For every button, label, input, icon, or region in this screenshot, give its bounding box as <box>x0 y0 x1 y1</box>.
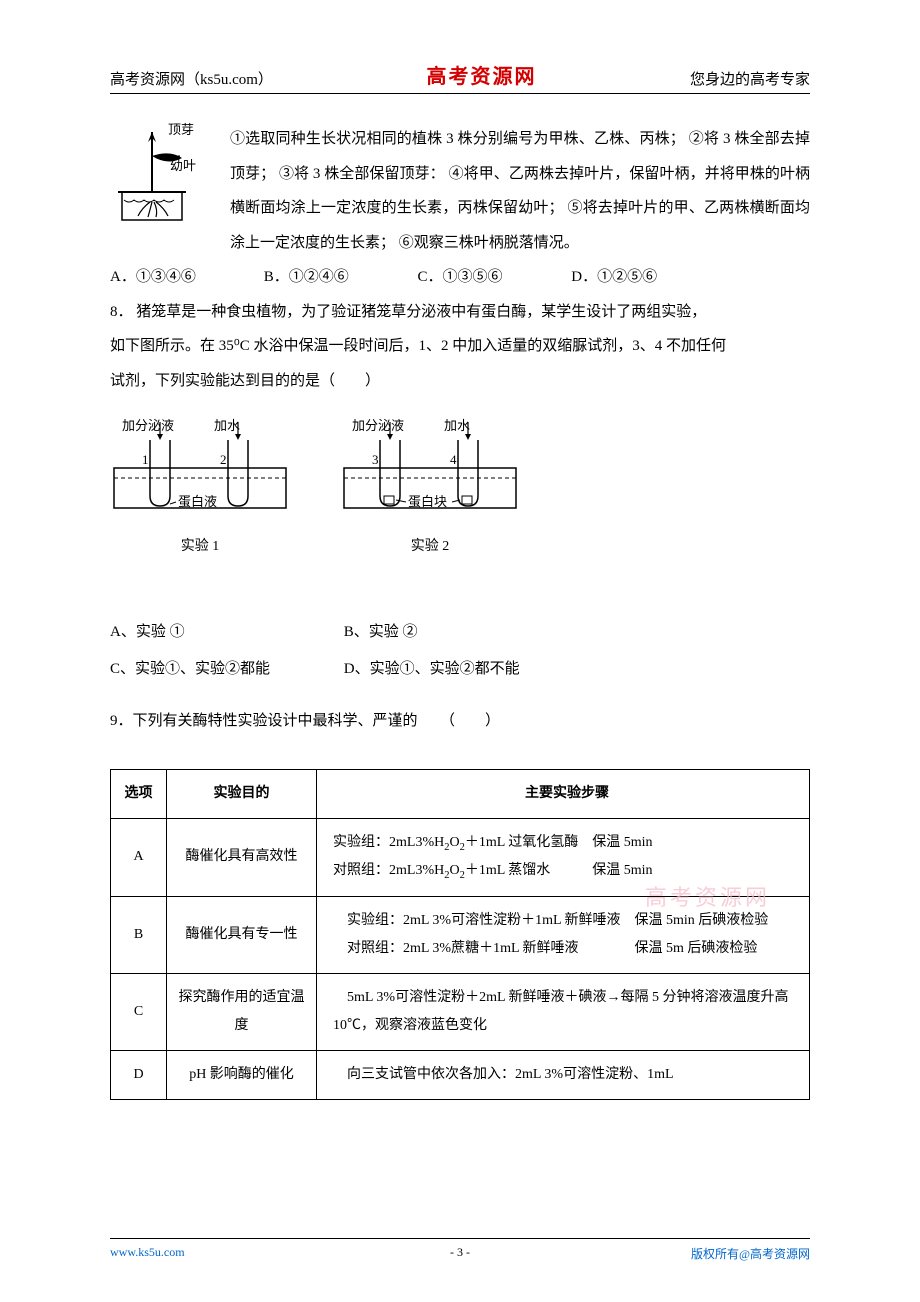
th-steps: 主要实验步骤 <box>317 769 810 818</box>
experiment-figures: 1 2 加分泌液 加水 蛋白液 实验 1 <box>110 416 810 555</box>
svg-text:2: 2 <box>220 452 227 467</box>
cell-purpose: 酶催化具有专一性 <box>167 897 317 974</box>
page-header: 高考资源网（ks5u.com） 高考资源网 您身边的高考专家 <box>110 60 810 94</box>
cell-opt: C <box>111 974 167 1051</box>
svg-text:蛋白液: 蛋白液 <box>178 494 217 509</box>
q7-options: A．①③④⑥ B．①②④⑥ C．①③⑤⑥ D．①②⑤⑥ <box>110 260 810 295</box>
q8-ans-c: C、实验①、实验②都能 <box>110 652 340 687</box>
plant-figure: 顶芽 幼叶 <box>110 122 220 237</box>
q7-step6: ⑥观察三株叶柄脱落情况。 <box>399 235 579 251</box>
table-row: C 探究酶作用的适宜温度 5mL 3%可溶性淀粉＋2mL 新鲜唾液＋碘液→每隔 … <box>111 974 810 1051</box>
footer-copyright: 版权所有@高考资源网 <box>691 1245 810 1262</box>
svg-text:加分泌液: 加分泌液 <box>122 418 174 433</box>
footer-url: www.ks5u.com <box>110 1245 185 1262</box>
q7-opt-c: C．①③⑤⑥ <box>418 260 568 295</box>
cell-purpose: 探究酶作用的适宜温度 <box>167 974 317 1051</box>
cell-steps: 实验组：2mL 3%可溶性淀粉＋1mL 新鲜唾液 保温 5min 后碘液检验 对… <box>317 897 810 974</box>
q8-ans-a: A、实验 ① <box>110 615 340 650</box>
header-left: 高考资源网（ks5u.com） <box>110 68 273 89</box>
th-option: 选项 <box>111 769 167 818</box>
svg-text:4: 4 <box>450 452 457 467</box>
exp2-caption: 实验 2 <box>340 535 520 555</box>
cell-opt: A <box>111 818 167 897</box>
q8-ans-d: D、实验①、实验②都不能 <box>344 652 520 687</box>
q9-stem: 9．下列有关酶特性实验设计中最科学、严谨的 （ ） <box>110 704 810 739</box>
svg-text:蛋白块: 蛋白块 <box>408 494 447 509</box>
q7-step3: ③将 3 株全部保留顶芽： <box>279 166 445 182</box>
page-footer: www.ks5u.com - 3 - 版权所有@高考资源网 <box>110 1238 810 1262</box>
header-right: 您身边的高考专家 <box>690 68 810 89</box>
header-center-brand: 高考资源网 <box>426 60 536 89</box>
svg-text:加分泌液: 加分泌液 <box>352 418 404 433</box>
cell-opt: B <box>111 897 167 974</box>
svg-text:加水: 加水 <box>214 418 240 433</box>
table-row: A 酶催化具有高效性 实验组：2mL3%H2O2＋1mL 过氧化氢酶 保温 5m… <box>111 818 810 897</box>
cell-opt: D <box>111 1051 167 1100</box>
svg-text:加水: 加水 <box>444 418 470 433</box>
cell-steps: 5mL 3%可溶性淀粉＋2mL 新鲜唾液＋碘液→每隔 5 分钟将溶液温度升高 1… <box>317 974 810 1051</box>
exp1-caption: 实验 1 <box>110 535 290 555</box>
q7-opt-d: D．①②⑤⑥ <box>571 260 721 295</box>
q8-line2: 如下图所示。在 35⁰C 水浴中保温一段时间后，1、2 中加入适量的双缩脲试剂，… <box>110 329 810 364</box>
cell-purpose: pH 影响酶的催化 <box>167 1051 317 1100</box>
experiment-1: 1 2 加分泌液 加水 蛋白液 实验 1 <box>110 416 290 555</box>
q8-answers: A、实验 ① B、实验 ② C、实验①、实验②都能 D、实验①、实验②都不能 <box>110 615 810 686</box>
plant-leaf-label: 幼叶 <box>170 158 196 173</box>
q7-opt-a: A．①③④⑥ <box>110 260 260 295</box>
cell-steps: 向三支试管中依次各加入：2mL 3%可溶性淀粉、1mL <box>317 1051 810 1100</box>
q7-opt-b: B．①②④⑥ <box>264 260 414 295</box>
cell-steps: 实验组：2mL3%H2O2＋1mL 过氧化氢酶 保温 5min对照组：2mL3%… <box>317 818 810 897</box>
footer-page-number: - 3 - <box>450 1245 470 1260</box>
cell-purpose: 酶催化具有高效性 <box>167 818 317 897</box>
q8-ans-b: B、实验 ② <box>344 615 418 650</box>
q9-table: 选项 实验目的 主要实验步骤 A 酶催化具有高效性 实验组：2mL3%H2O2＋… <box>110 769 810 1101</box>
table-row: B 酶催化具有专一性 实验组：2mL 3%可溶性淀粉＋1mL 新鲜唾液 保温 5… <box>111 897 810 974</box>
q8-line1: 8． 猪笼草是一种食虫植物，为了验证猪笼草分泌液中有蛋白酶，某学生设计了两组实验… <box>110 295 810 330</box>
table-row: D pH 影响酶的催化 向三支试管中依次各加入：2mL 3%可溶性淀粉、1mL <box>111 1051 810 1100</box>
q7-step1: ①选取同种生长状况相同的植株 3 株分别编号为甲株、乙株、丙株； <box>230 131 685 147</box>
q8-line3: 试剂，下列实验能达到目的的是（ ） <box>110 364 810 399</box>
experiment-2: 3 4 加分泌液 加水 蛋白块 实验 2 <box>340 416 520 555</box>
plant-top-label: 顶芽 <box>168 122 194 137</box>
svg-text:1: 1 <box>142 452 149 467</box>
q8-stem: 8． 猪笼草是一种食虫植物，为了验证猪笼草分泌液中有蛋白酶，某学生设计了两组实验… <box>110 295 810 399</box>
svg-text:3: 3 <box>372 452 379 467</box>
th-purpose: 实验目的 <box>167 769 317 818</box>
